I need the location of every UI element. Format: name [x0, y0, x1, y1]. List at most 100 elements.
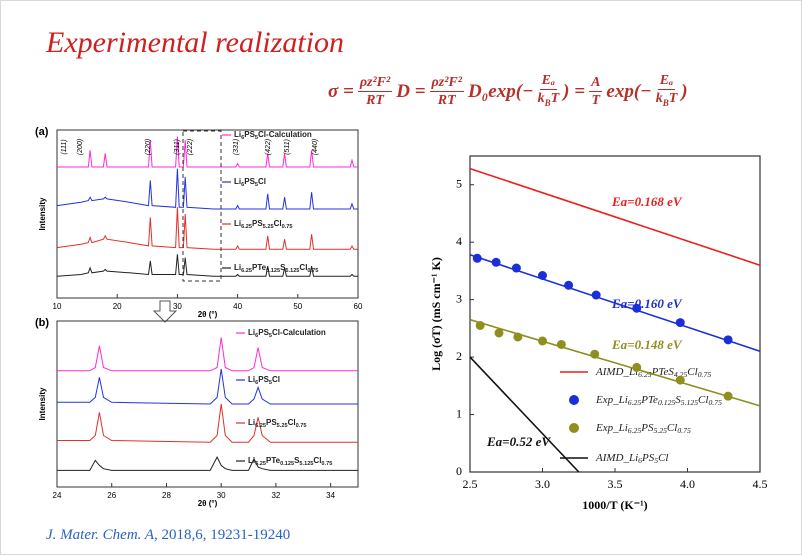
- peak-index: (511): [284, 139, 291, 155]
- data-point: [494, 328, 504, 338]
- x-tick-label: 3.5: [608, 477, 623, 491]
- data-point: [564, 280, 574, 290]
- equation-fraction: Eₐ kBT: [538, 72, 560, 112]
- x-tick-label: 20: [113, 302, 122, 311]
- x-tick-label: 3.0: [535, 477, 550, 491]
- fraction-denominator: T: [591, 93, 601, 109]
- legend-label: Li6.25PS5.25Cl0.75: [248, 418, 306, 429]
- zoom-region: [182, 130, 222, 282]
- peak-index: (311): [174, 139, 181, 155]
- y-tick-label: 3: [456, 291, 462, 305]
- legend-label: Li6.25PS5.25Cl0.75: [234, 219, 292, 230]
- x-tick-label: 26: [107, 491, 116, 500]
- model-line: [469, 167, 761, 266]
- x-tick-label: 40: [233, 302, 242, 311]
- x-tick-label: 32: [271, 491, 280, 500]
- x-tick-label: 30: [173, 302, 182, 311]
- slide-title: Experimental realization: [46, 26, 345, 59]
- xrd-pattern: [57, 403, 358, 443]
- legend-label: AIMD_Li6PS5Cl: [595, 452, 669, 465]
- y-axis-label: Intensity: [38, 197, 47, 230]
- x-tick-label: 10: [53, 302, 62, 311]
- xrd-pattern: [57, 369, 358, 405]
- xrd-pattern: [57, 136, 358, 168]
- panel-label: (a): [35, 126, 49, 138]
- legend-label: Li6PS5Cl-Calculation: [248, 328, 326, 339]
- activation-energy: Ea=0.168 eV: [611, 194, 683, 209]
- equation-term: ): [681, 80, 688, 102]
- x-tick-label: 2.5: [463, 477, 478, 491]
- data-point: [491, 257, 501, 267]
- fraction-denominator: kBT: [655, 91, 678, 108]
- xrd-pattern: [56, 254, 358, 277]
- x-tick-label: 50: [293, 302, 302, 311]
- equation-term: σ =: [328, 80, 354, 102]
- fraction-numerator: Eₐ: [657, 73, 676, 90]
- y-tick-label: 4: [456, 234, 462, 248]
- x-tick-label: 4.0: [680, 477, 695, 491]
- peak-index: (222): [187, 139, 194, 155]
- fraction-numerator: Eₐ: [539, 73, 558, 90]
- y-tick-label: 1: [456, 406, 462, 420]
- x-tick-label: 34: [326, 491, 335, 500]
- citation-journal: J. Mater. Chem. A: [46, 527, 155, 543]
- data-point: [632, 303, 642, 313]
- x-tick-label: 30: [217, 491, 226, 500]
- equation-term: D₀exp(−: [467, 80, 534, 102]
- activation-energy: Ea=0.148 eV: [611, 337, 683, 352]
- fraction-numerator: ρz²F²: [429, 75, 464, 93]
- equation-term: ) =: [563, 80, 586, 102]
- equation-term: exp(−: [606, 80, 652, 102]
- data-point: [475, 320, 485, 330]
- legend-label: Li6.25PTe0.125S5.125Cl0.75: [234, 263, 318, 274]
- legend-label: Li6PS5Cl: [248, 375, 280, 386]
- data-point: [723, 335, 733, 345]
- legend-label: AIMD_Li6.25PTeS4.25Cl0.75: [595, 366, 711, 379]
- fraction-numerator: A: [589, 75, 603, 93]
- xrd-pattern: [56, 168, 358, 210]
- legend-label: Li6PS5Cl-Calculation: [234, 130, 312, 141]
- y-axis-label: Intensity: [38, 387, 47, 420]
- citation: J. Mater. Chem. A, 2018,6, 19231-19240: [46, 527, 290, 544]
- activation-energy: Ea=0.160 eV: [611, 296, 683, 311]
- y-tick-label: 5: [456, 176, 462, 190]
- peak-index: (440): [312, 139, 319, 155]
- peak-index: (331): [233, 139, 240, 155]
- legend-marker: [569, 423, 579, 433]
- data-point: [675, 375, 685, 385]
- x-axis-label: 2θ (°): [198, 310, 218, 319]
- x-axis-label: 1000/T (K⁻¹): [582, 498, 647, 512]
- peak-index: (111): [61, 139, 68, 154]
- x-tick-label: 4.5: [753, 477, 768, 491]
- x-axis-label: 2θ (°): [198, 499, 218, 508]
- zoom-arrow: [152, 300, 178, 323]
- peak-index: (200): [77, 139, 84, 155]
- plot-frame: [56, 129, 359, 299]
- y-axis-label: Log (σT) (mS cm⁻¹ K): [429, 257, 443, 371]
- panel-label: (b): [35, 317, 49, 329]
- x-tick-label: 28: [162, 491, 171, 500]
- legend-label: Li6PS5Cl: [234, 177, 266, 188]
- legend-label: Exp_Li6.25PS5.25Cl0.75: [595, 422, 691, 435]
- data-point: [675, 318, 685, 328]
- fraction-numerator: ρz²F²: [357, 75, 393, 93]
- xrd-pattern: [57, 455, 358, 471]
- x-tick-label: 24: [53, 491, 62, 500]
- data-point: [556, 339, 566, 349]
- legend-marker: [569, 395, 579, 405]
- data-point: [538, 336, 547, 346]
- data-point: [513, 332, 523, 342]
- data-point: [511, 263, 521, 273]
- equation-term: D =: [396, 80, 426, 102]
- xrd-pattern: [57, 337, 358, 372]
- citation-details: , 2018,6, 19231-19240: [154, 527, 291, 543]
- y-tick-label: 0: [456, 464, 462, 478]
- fraction-denominator: kBT: [537, 91, 560, 108]
- data-point: [632, 362, 642, 372]
- y-tick-label: 2: [456, 349, 462, 363]
- equation-fraction: Eₐ kBT: [656, 72, 678, 112]
